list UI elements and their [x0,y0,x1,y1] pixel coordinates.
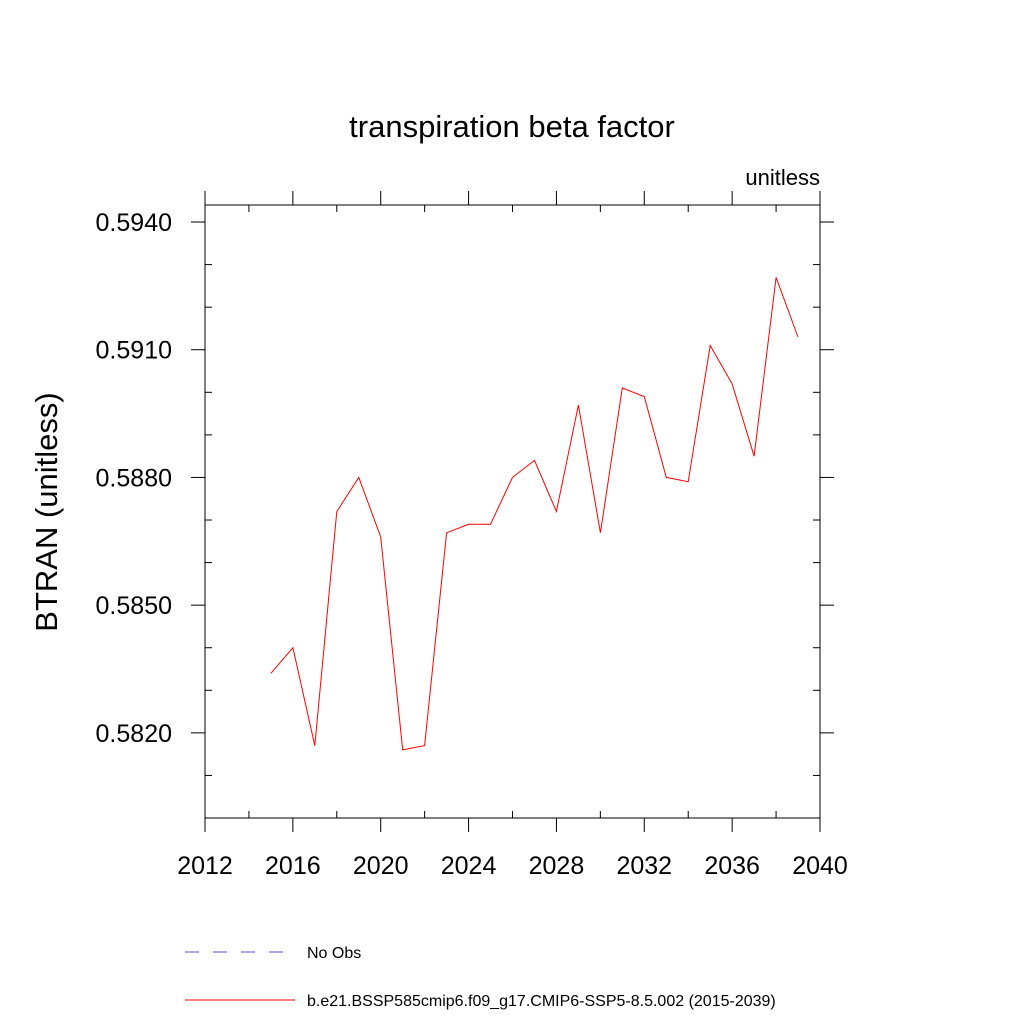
x-tick-label: 2012 [177,852,233,880]
y-tick-label: 0.5850 [96,592,172,620]
x-tick-label: 2024 [441,852,497,880]
axis-ticks [191,191,834,832]
y-tick-label: 0.5880 [96,464,172,492]
chart-title: transpiration beta factor [349,109,675,144]
chart-subtitle: unitless [745,165,820,190]
x-tick-label: 2032 [616,852,672,880]
legend-label: No Obs [307,945,361,962]
x-tick-label: 2040 [792,852,848,880]
y-tick-label: 0.5910 [96,337,172,365]
x-tick-labels: 2012 2016 2020 2024 2028 2032 2036 2040 [177,852,848,880]
x-tick-label: 2036 [704,852,760,880]
x-tick-label: 2028 [529,852,585,880]
plot-frame [204,204,821,819]
y-tick-labels: 0.5820 0.5850 0.5880 0.5910 0.5940 [96,209,172,748]
legend: No Obs b.e21.BSSP585cmip6.f09_g17.CMIP6-S… [185,945,776,1010]
series-lines [270,277,799,751]
x-tick-label: 2020 [353,852,409,880]
y-tick-label: 0.5820 [96,720,172,748]
legend-label: b.e21.BSSP585cmip6.f09_g17.CMIP6-SSP5-8.… [307,993,776,1010]
series-line [270,277,799,751]
y-axis-label: BTRAN (unitless) [29,392,64,631]
y-tick-label: 0.5940 [96,209,172,237]
x-tick-label: 2016 [265,852,321,880]
